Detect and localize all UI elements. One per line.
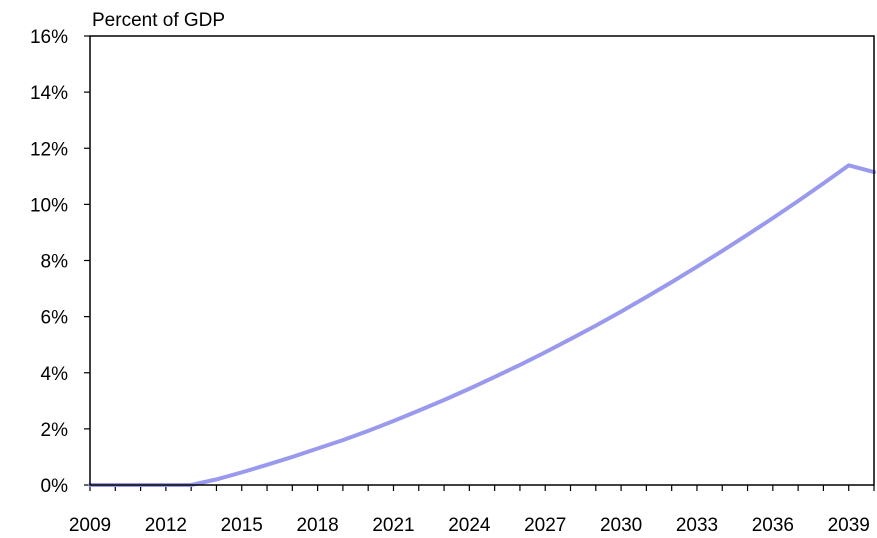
x-tick-label: 2036 xyxy=(752,515,794,536)
x-tick-label: 2027 xyxy=(524,515,566,536)
x-ticks xyxy=(89,485,875,491)
x-tick-label: 2009 xyxy=(69,515,111,536)
y-tick-label: 10% xyxy=(30,195,68,216)
x-tick-label: 2024 xyxy=(448,515,491,536)
y-tick-labels: 0% 2% 4% 6% 8% 10% 12% 14% 16% xyxy=(30,27,68,497)
y-ticks xyxy=(84,35,90,486)
x-tick-label: 2015 xyxy=(221,515,263,536)
y-tick-label: 16% xyxy=(30,27,68,48)
y-tick-label: 8% xyxy=(41,252,69,273)
y-tick-label: 2% xyxy=(41,420,69,441)
y-tick-label: 6% xyxy=(41,308,69,329)
x-tick-label: 2021 xyxy=(372,515,414,536)
y-tick-label: 12% xyxy=(30,139,68,160)
x-tick-label: 2033 xyxy=(676,515,718,536)
x-tick-label: 2012 xyxy=(145,515,187,536)
y-tick-label: 14% xyxy=(30,83,68,104)
series-layer xyxy=(88,163,876,487)
x-tick-label: 2039 xyxy=(828,515,870,536)
y-tick-label: 4% xyxy=(41,364,69,385)
y-tick-label: 0% xyxy=(41,476,69,497)
plot-area-frame xyxy=(89,35,875,486)
y-axis-unit-label: Percent of GDP xyxy=(92,10,225,31)
x-tick-label: 2018 xyxy=(296,515,338,536)
series-line xyxy=(88,163,876,487)
x-tick-labels: 2009 2012 2015 2018 2021 2024 2027 2030 2033 2036… xyxy=(69,515,870,536)
x-tick-label: 2030 xyxy=(600,515,642,536)
